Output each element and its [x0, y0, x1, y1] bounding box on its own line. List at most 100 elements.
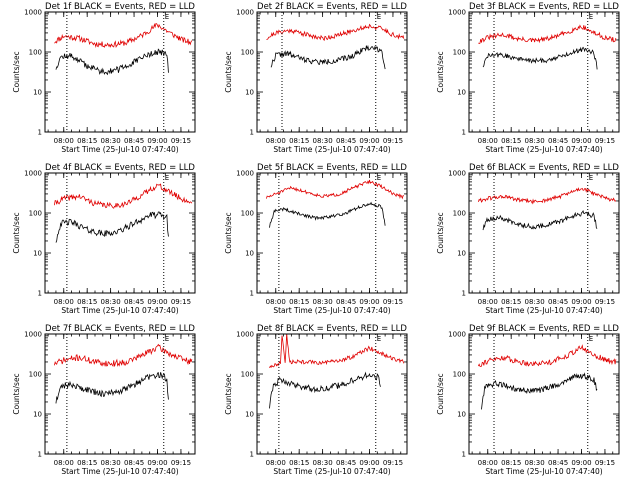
- series-group: [477, 187, 617, 231]
- series-events-line: [55, 211, 169, 243]
- x-tick-label: 08:00: [54, 137, 74, 145]
- x-tick-label: 09:00: [571, 298, 591, 306]
- series-lld-line: [265, 179, 404, 200]
- series-group: [269, 334, 405, 409]
- series-group: [53, 343, 193, 404]
- x-tick-label: 08:30: [313, 137, 333, 145]
- x-tick-label: 08:30: [313, 459, 333, 467]
- event-marker-label: E: [165, 174, 169, 182]
- series-group: [478, 24, 617, 70]
- panel-title: Det 4f BLACK = Events, RED = LLD: [45, 163, 195, 173]
- x-tick-label: 08:30: [101, 137, 121, 145]
- x-tick-label: 08:30: [525, 459, 545, 467]
- x-tick-label: 08:00: [266, 298, 286, 306]
- x-tick-label: 09:15: [171, 459, 191, 467]
- y-tick-label: 1000: [236, 331, 254, 339]
- x-tick-label: 09:15: [171, 137, 191, 145]
- series-lld-line: [269, 334, 405, 369]
- x-tick-label: 08:30: [101, 298, 121, 306]
- y-tick-label: 1000: [448, 170, 466, 178]
- y-axis-label: Counts/sec: [12, 373, 21, 414]
- x-tick-label: 08:00: [478, 298, 498, 306]
- panel-title: Det 2f BLACK = Events, RED = LLD: [257, 2, 407, 12]
- series-group: [478, 344, 617, 410]
- y-tick-label: 10: [245, 250, 254, 258]
- x-tick-label: 08:30: [313, 298, 333, 306]
- x-tick-label: 09:15: [595, 459, 615, 467]
- x-tick-label: 08:30: [525, 137, 545, 145]
- x-tick-label: 08:15: [501, 137, 521, 145]
- y-tick-label: 1: [38, 129, 42, 137]
- y-tick-label: 100: [453, 49, 466, 57]
- panel-title: Det 5f BLACK = Events, RED = LLD: [257, 163, 407, 173]
- series-lld-line: [478, 24, 617, 44]
- series-group: [265, 179, 404, 228]
- x-axis-label: Start Time (25-Jul-10 07:47:40): [485, 467, 602, 476]
- y-tick-label: 100: [241, 371, 254, 379]
- plot-frame: [468, 172, 620, 294]
- event-marker-label: E: [377, 335, 381, 343]
- y-tick-label: 10: [245, 411, 254, 419]
- panel-title: Det 1f BLACK = Events, RED = LLD: [45, 2, 195, 12]
- x-tick-label: 08:30: [525, 298, 545, 306]
- y-tick-label: 100: [29, 210, 42, 218]
- plot-frame: [256, 333, 408, 455]
- x-tick-label: 09:00: [147, 298, 167, 306]
- plot-frame: [468, 333, 620, 455]
- y-tick-label: 100: [453, 371, 466, 379]
- x-axis-label: Start Time (25-Jul-10 07:47:40): [485, 145, 602, 154]
- x-tick-label: 08:45: [124, 459, 144, 467]
- y-tick-label: 1: [462, 129, 466, 137]
- series-events-line: [270, 44, 386, 70]
- x-tick-label: 08:00: [54, 298, 74, 306]
- series-events-line: [481, 372, 598, 410]
- plot-frame: [468, 11, 620, 133]
- x-tick-label: 08:45: [336, 137, 356, 145]
- series-events-line: [482, 46, 598, 70]
- event-marker-label: E: [165, 335, 169, 343]
- x-tick-label: 09:15: [383, 137, 403, 145]
- y-tick-label: 1: [250, 129, 254, 137]
- x-tick-label: 09:00: [359, 298, 379, 306]
- panel-title: Det 9f BLACK = Events, RED = LLD: [469, 324, 619, 334]
- y-tick-label: 100: [29, 49, 42, 57]
- x-tick-label: 08:15: [289, 298, 309, 306]
- x-axis-label: Start Time (25-Jul-10 07:47:40): [273, 145, 390, 154]
- x-tick-label: 09:00: [359, 459, 379, 467]
- plot-frame: [256, 172, 408, 294]
- series-lld-line: [477, 187, 617, 205]
- series-events-line: [269, 371, 381, 409]
- event-marker-label: E: [589, 335, 593, 343]
- x-axis-label: Start Time (25-Jul-10 07:47:40): [273, 306, 390, 315]
- event-marker-label: E: [589, 174, 593, 182]
- x-tick-label: 09:00: [147, 137, 167, 145]
- series-lld-line: [53, 183, 193, 209]
- x-axis-label: Start Time (25-Jul-10 07:47:40): [273, 467, 390, 476]
- x-tick-label: 08:15: [77, 298, 97, 306]
- x-tick-label: 08:15: [501, 298, 521, 306]
- x-tick-label: 08:00: [478, 459, 498, 467]
- y-tick-label: 10: [457, 250, 466, 258]
- x-tick-label: 08:00: [266, 459, 286, 467]
- x-tick-label: 09:00: [147, 459, 167, 467]
- x-tick-label: 08:45: [124, 298, 144, 306]
- series-lld-line: [478, 344, 617, 367]
- series-events-line: [55, 48, 169, 76]
- y-tick-label: 100: [241, 210, 254, 218]
- x-axis-label: Start Time (25-Jul-10 07:47:40): [61, 306, 178, 315]
- y-tick-label: 1000: [24, 331, 42, 339]
- x-axis-label: Start Time (25-Jul-10 07:47:40): [61, 145, 178, 154]
- y-tick-label: 10: [33, 89, 42, 97]
- y-tick-label: 1000: [24, 170, 42, 178]
- series-events-line: [55, 372, 169, 404]
- y-tick-label: 1: [462, 451, 466, 459]
- y-tick-label: 1: [38, 451, 42, 459]
- event-marker-label: E: [377, 13, 381, 21]
- series-group: [53, 183, 193, 243]
